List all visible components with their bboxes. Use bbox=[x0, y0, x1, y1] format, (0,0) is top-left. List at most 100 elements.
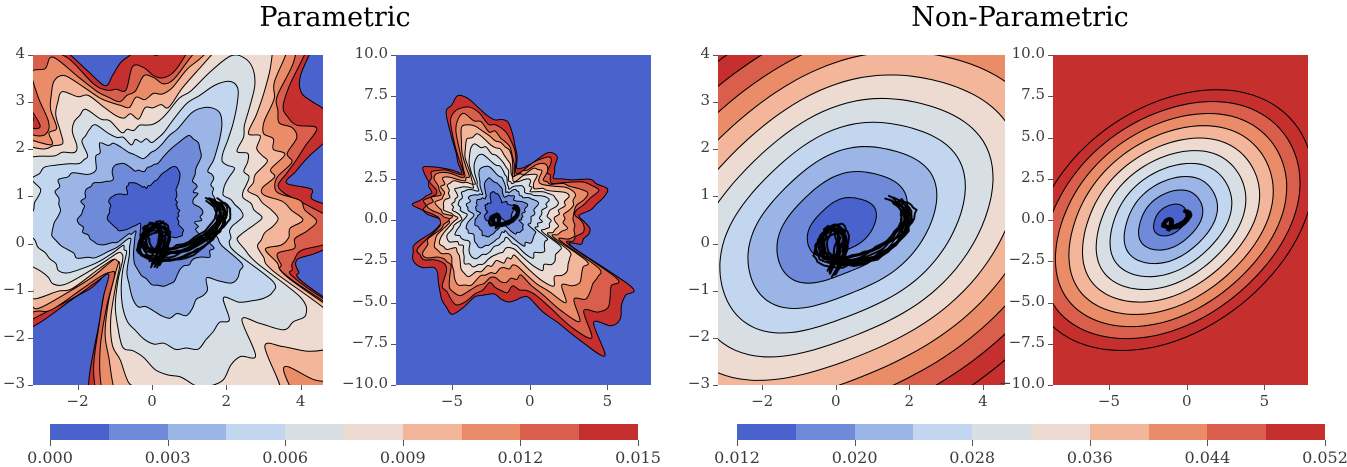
y-axis-tick-label: 2 bbox=[700, 138, 710, 157]
y-axis-tick-mark bbox=[713, 385, 718, 386]
colorbar-tick-mark bbox=[1207, 440, 1209, 446]
y-axis-tick-label: −2 bbox=[2, 326, 25, 345]
y-axis-tick-label: 5.0 bbox=[1021, 126, 1045, 145]
x-axis-tick-label: 0 bbox=[147, 392, 157, 410]
x-axis-tick-mark bbox=[1186, 385, 1188, 390]
y-axis-tick-label: 7.5 bbox=[364, 85, 388, 104]
y-axis-tick-mark bbox=[28, 290, 33, 292]
colorbar-tick-mark bbox=[520, 440, 522, 446]
y-axis-tick-mark bbox=[1048, 96, 1053, 98]
y-axis-tick-mark bbox=[28, 196, 33, 198]
colorbar-band-7 bbox=[461, 424, 521, 440]
y-axis-tick-mark bbox=[28, 55, 33, 56]
y-axis-tick-mark bbox=[391, 385, 396, 386]
x-axis-tick-mark bbox=[1264, 385, 1266, 390]
colorbar-band-9 bbox=[579, 424, 638, 440]
y-axis-tick-label: 1 bbox=[700, 185, 710, 204]
y-axis-tick-mark bbox=[1048, 178, 1053, 180]
y-axis-tick-mark bbox=[28, 385, 33, 386]
panel-group-title-nonparametric: Non-Parametric bbox=[911, 2, 1129, 33]
y-axis-tick-mark bbox=[713, 196, 718, 198]
colorbar-tick-mark bbox=[402, 440, 404, 446]
y-axis-tick-mark bbox=[391, 178, 396, 180]
colorbar-band-5 bbox=[1030, 424, 1090, 440]
colorbar-tick-mark bbox=[167, 440, 169, 446]
y-axis-tick-label: 5.0 bbox=[364, 126, 388, 145]
colorbar-band-0 bbox=[50, 424, 109, 440]
colorbar-band-3 bbox=[226, 424, 286, 440]
x-axis-tick-mark bbox=[77, 385, 79, 390]
y-axis-tick-label: 2.5 bbox=[364, 167, 388, 186]
x-axis-tick-label: 0 bbox=[1181, 392, 1192, 410]
x-axis-tick-mark bbox=[300, 385, 302, 390]
x-axis-tick-mark bbox=[451, 385, 453, 390]
y-axis-tick-mark bbox=[1048, 261, 1053, 263]
x-axis-tick-mark bbox=[607, 385, 609, 390]
colorbar-swatches bbox=[50, 424, 638, 440]
y-axis-tick-mark bbox=[28, 102, 33, 104]
y-axis-tick-mark bbox=[713, 337, 718, 339]
x-axis-tick-label: 2 bbox=[904, 392, 915, 410]
contour-panel-panel-2[interactable] bbox=[396, 55, 651, 385]
y-axis-tick-label: 3 bbox=[700, 91, 710, 110]
y-axis-tick-label: −10.0 bbox=[999, 374, 1045, 392]
colorbar-tick-label: 0.028 bbox=[949, 448, 996, 467]
x-axis-tick-mark bbox=[151, 385, 153, 390]
colorbar-tick-label: 0.036 bbox=[1066, 448, 1113, 467]
colorbar-tick-label: 0.044 bbox=[1184, 448, 1231, 467]
x-axis-tick-mark bbox=[835, 385, 837, 390]
colorbar-band-7 bbox=[1148, 424, 1208, 440]
colorbar-tick-mark bbox=[638, 440, 639, 446]
x-axis-tick-label: 0 bbox=[830, 392, 841, 410]
y-axis-tick-label: 0.0 bbox=[1021, 209, 1045, 227]
contour-panel-panel-1[interactable] bbox=[33, 55, 323, 385]
x-axis-tick-label: −2 bbox=[66, 392, 89, 410]
x-axis-tick-mark bbox=[529, 385, 531, 390]
colorbar-tick-label: 0.012 bbox=[714, 448, 760, 467]
x-axis-tick-label: −5 bbox=[1097, 392, 1121, 410]
y-axis-tick-label: 0 bbox=[700, 232, 710, 251]
colorbar-tick-label: 0.006 bbox=[262, 448, 309, 467]
y-axis-tick-mark bbox=[391, 261, 396, 263]
colorbar-tick-mark bbox=[1089, 440, 1091, 446]
y-axis-tick-label: −2.5 bbox=[1008, 250, 1045, 269]
colorbar-swatches bbox=[737, 424, 1325, 440]
colorbar-band-5 bbox=[343, 424, 403, 440]
colorbar-band-8 bbox=[1207, 424, 1267, 440]
colorbar-band-6 bbox=[1089, 424, 1149, 440]
y-axis-tick-label: 4 bbox=[15, 44, 25, 62]
y-axis-tick-label: −3 bbox=[2, 374, 25, 392]
colorbar-tick-label: 0.020 bbox=[831, 448, 878, 467]
y-axis-tick-mark bbox=[713, 55, 718, 56]
colorbar-band-1 bbox=[108, 424, 168, 440]
x-axis-tick-mark bbox=[982, 385, 984, 390]
x-axis-tick-mark bbox=[226, 385, 228, 390]
colorbar-tick-label: 0.015 bbox=[615, 448, 661, 467]
colorbar-colorbar-left[interactable] bbox=[50, 424, 638, 440]
y-axis-tick-mark bbox=[1048, 55, 1053, 56]
colorbar-colorbar-right[interactable] bbox=[737, 424, 1325, 440]
colorbar-band-6 bbox=[402, 424, 462, 440]
y-axis-tick-label: 7.5 bbox=[1021, 85, 1045, 104]
y-axis-tick-label: 0.0 bbox=[364, 209, 388, 227]
colorbar-band-2 bbox=[854, 424, 914, 440]
y-axis-tick-label: −5.0 bbox=[351, 291, 388, 310]
y-axis-tick-label: 2.5 bbox=[1021, 167, 1045, 186]
x-axis-tick-label: 0 bbox=[524, 392, 535, 410]
y-axis-tick-mark bbox=[1048, 137, 1053, 139]
colorbar-tick-mark bbox=[1325, 440, 1326, 446]
y-axis-tick-label: 2 bbox=[15, 138, 25, 157]
y-axis-tick-mark bbox=[391, 96, 396, 98]
colorbar-band-0 bbox=[737, 424, 796, 440]
contour-panel-panel-4[interactable] bbox=[1053, 55, 1308, 385]
colorbar-band-1 bbox=[795, 424, 855, 440]
contour-panel-panel-3[interactable] bbox=[718, 55, 1005, 385]
y-axis-tick-label: −10.0 bbox=[342, 374, 388, 392]
colorbar-tick-label: 0.000 bbox=[27, 448, 73, 467]
colorbar-tick-mark bbox=[972, 440, 974, 446]
panel-group-title-parametric: Parametric bbox=[259, 2, 411, 33]
colorbar-tick-label: 0.003 bbox=[144, 448, 191, 467]
y-axis-tick-label: −5.0 bbox=[1008, 291, 1045, 310]
x-axis-tick-mark bbox=[762, 385, 764, 390]
